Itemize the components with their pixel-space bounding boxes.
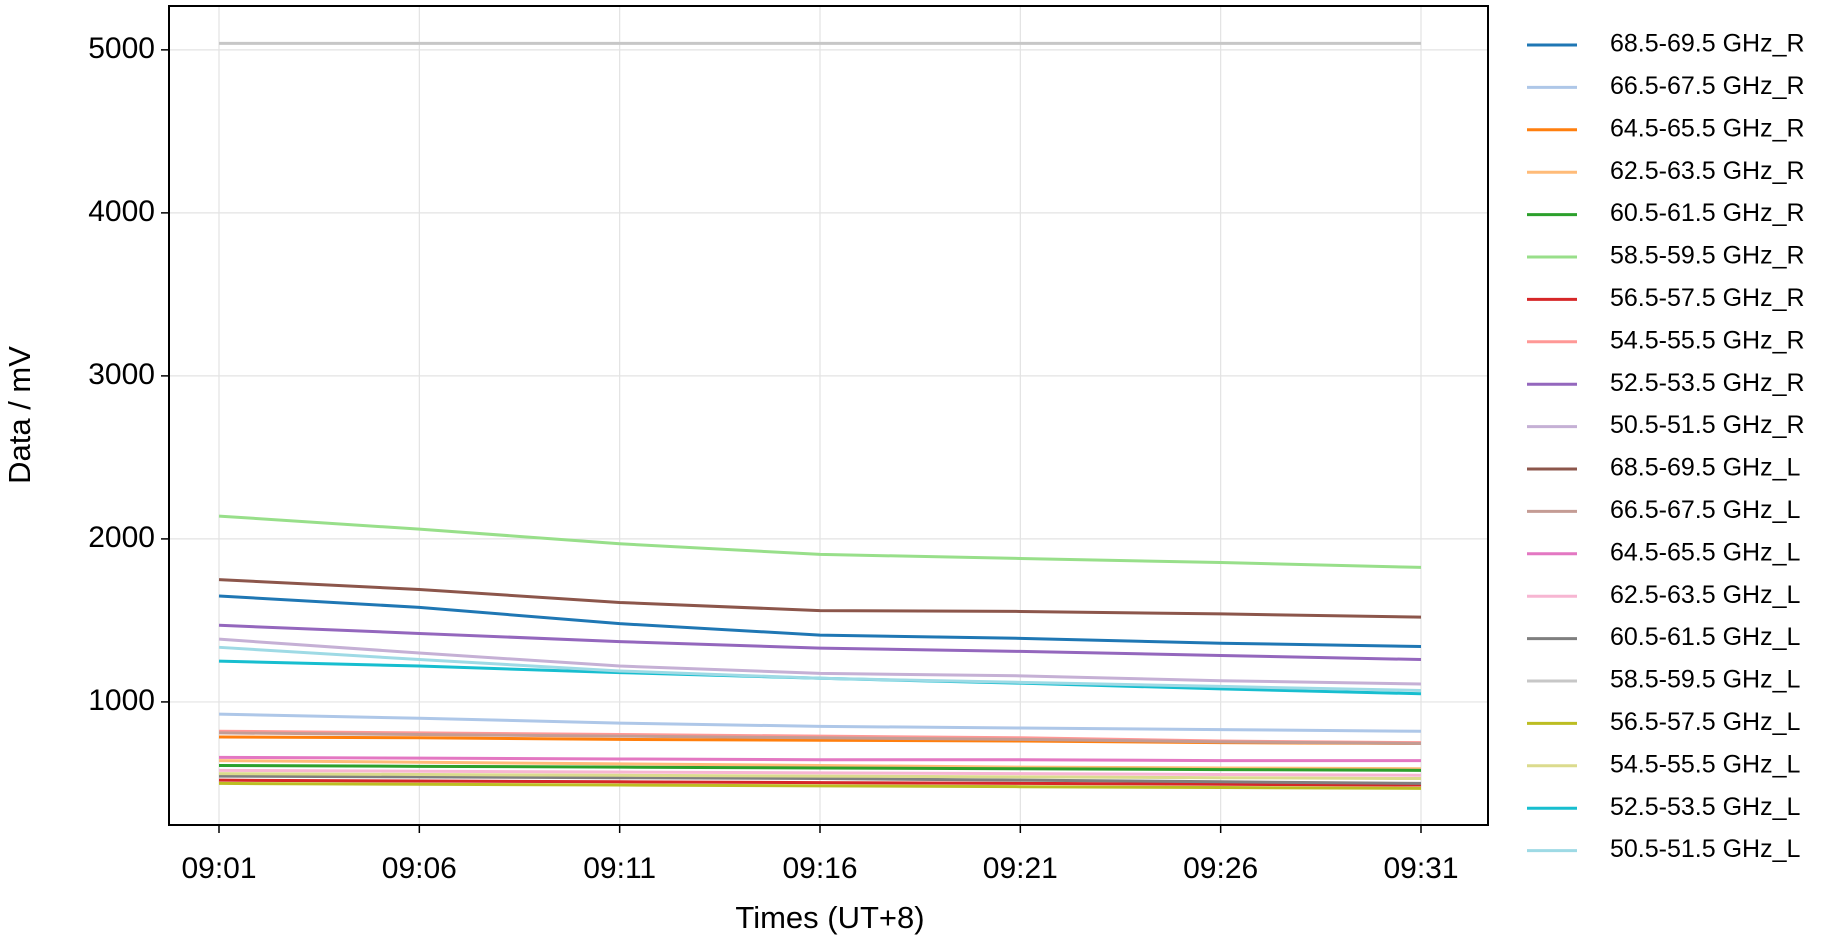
- legend-label: 50.5-51.5 GHz_L: [1610, 835, 1800, 863]
- y-tick-label: 2000: [88, 521, 155, 554]
- y-tick-label: 4000: [88, 195, 155, 228]
- y-tick-label: 3000: [88, 358, 155, 391]
- series-line: [218, 772, 1422, 781]
- y-tick-label: 1000: [88, 684, 155, 717]
- plot-frame: [168, 5, 1489, 826]
- series-line: [218, 637, 1422, 686]
- legend-label: 66.5-67.5 GHz_L: [1610, 496, 1800, 524]
- legend-label: 60.5-61.5 GHz_R: [1610, 199, 1805, 227]
- legend-label: 60.5-61.5 GHz_L: [1610, 623, 1800, 651]
- series-line: [218, 578, 1422, 619]
- series-line: [218, 645, 1422, 693]
- legend-label: 50.5-51.5 GHz_R: [1610, 411, 1805, 439]
- series-line: [218, 731, 1422, 745]
- series-line: [218, 514, 1422, 569]
- series-line: [218, 781, 1422, 790]
- legend-label: 54.5-55.5 GHz_R: [1610, 326, 1805, 354]
- y-tick-label: 5000: [88, 32, 155, 65]
- legend-label: 56.5-57.5 GHz_R: [1610, 284, 1805, 312]
- series-line: [218, 594, 1422, 648]
- legend-label: 62.5-63.5 GHz_R: [1610, 157, 1805, 185]
- y-axis-label: Data / mV: [2, 346, 37, 484]
- series-line: [218, 763, 1422, 772]
- x-tick-label: 09:31: [1383, 852, 1458, 885]
- x-tick-label: 09:06: [382, 852, 457, 885]
- series-line: [218, 623, 1422, 662]
- series-line: [218, 712, 1422, 733]
- legend-label: 56.5-57.5 GHz_L: [1610, 708, 1800, 736]
- x-tick-label: 09:01: [181, 852, 256, 885]
- x-axis-label: Times (UT+8): [735, 900, 924, 935]
- series-line: [218, 774, 1422, 785]
- legend-label: 52.5-53.5 GHz_R: [1610, 369, 1805, 397]
- legend-label: 62.5-63.5 GHz_L: [1610, 581, 1800, 609]
- x-tick-label: 09:16: [782, 852, 857, 885]
- series-line: [218, 759, 1422, 771]
- legend-label: 58.5-59.5 GHz_L: [1610, 666, 1800, 694]
- legend-label: 52.5-53.5 GHz_L: [1610, 793, 1800, 821]
- legend-label: 54.5-55.5 GHz_L: [1610, 750, 1800, 778]
- x-tick-label: 09:21: [983, 852, 1058, 885]
- legend-label: 68.5-69.5 GHz_R: [1610, 30, 1805, 58]
- series-line: [218, 755, 1421, 763]
- legend-label: 58.5-59.5 GHz_R: [1610, 242, 1805, 270]
- legend-label: 68.5-69.5 GHz_L: [1610, 454, 1800, 482]
- x-tick-label: 09:11: [583, 852, 656, 885]
- x-tick-label: 09:26: [1183, 852, 1258, 885]
- legend-label: 64.5-65.5 GHz_L: [1610, 538, 1800, 566]
- legend-label: 66.5-67.5 GHz_R: [1610, 72, 1805, 100]
- series-line: [218, 778, 1422, 787]
- series-line: [218, 768, 1422, 777]
- legend-label: 64.5-65.5 GHz_R: [1610, 114, 1805, 142]
